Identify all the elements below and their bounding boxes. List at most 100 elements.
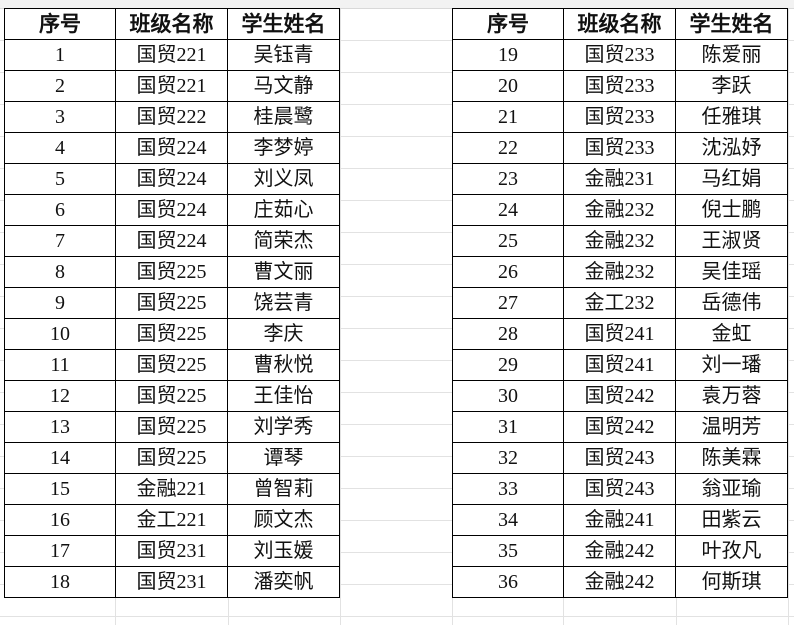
cell-index[interactable]: 23 [452,163,564,195]
cell-student[interactable]: 翁亚瑜 [675,473,788,505]
header-class[interactable]: 班级名称 [115,8,228,40]
cell-class[interactable]: 国贸242 [563,411,676,443]
cell-index[interactable]: 33 [452,473,564,505]
cell-class[interactable]: 金融241 [563,504,676,536]
cell-index[interactable]: 1 [4,39,116,71]
cell-class[interactable]: 国贸241 [563,318,676,350]
cell-index[interactable]: 12 [4,380,116,412]
cell-class[interactable]: 国贸225 [115,256,228,288]
cell-student[interactable]: 刘学秀 [227,411,340,443]
cell-student[interactable]: 田紫云 [675,504,788,536]
cell-index[interactable]: 5 [4,163,116,195]
cell-class[interactable]: 国贸225 [115,442,228,474]
cell-index[interactable]: 13 [4,411,116,443]
cell-student[interactable]: 潘奕帆 [227,566,340,598]
cell-class[interactable]: 国贸233 [563,101,676,133]
cell-class[interactable]: 金工221 [115,504,228,536]
cell-index[interactable]: 16 [4,504,116,536]
cell-class[interactable]: 国贸224 [115,132,228,164]
cell-index[interactable]: 27 [452,287,564,319]
cell-class[interactable]: 国贸242 [563,380,676,412]
cell-class[interactable]: 金融232 [563,256,676,288]
cell-index[interactable]: 2 [4,70,116,102]
cell-student[interactable]: 温明芳 [675,411,788,443]
cell-class[interactable]: 国贸225 [115,318,228,350]
cell-index[interactable]: 36 [452,566,564,598]
cell-index[interactable]: 25 [452,225,564,257]
cell-index[interactable]: 4 [4,132,116,164]
cell-student[interactable]: 庄茹心 [227,194,340,226]
cell-class[interactable]: 金工232 [563,287,676,319]
cell-class[interactable]: 国贸243 [563,473,676,505]
cell-index[interactable]: 20 [452,70,564,102]
cell-class[interactable]: 金融242 [563,566,676,598]
cell-student[interactable]: 曹文丽 [227,256,340,288]
cell-class[interactable]: 金融232 [563,225,676,257]
cell-student[interactable]: 曹秋悦 [227,349,340,381]
header-class[interactable]: 班级名称 [563,8,676,40]
cell-student[interactable]: 曾智莉 [227,473,340,505]
cell-student[interactable]: 李庆 [227,318,340,350]
cell-index[interactable]: 9 [4,287,116,319]
cell-class[interactable]: 国贸224 [115,194,228,226]
cell-index[interactable]: 6 [4,194,116,226]
cell-student[interactable]: 李梦婷 [227,132,340,164]
cell-index[interactable]: 31 [452,411,564,443]
header-index[interactable]: 序号 [452,8,564,40]
cell-class[interactable]: 国贸233 [563,70,676,102]
cell-student[interactable]: 陈美霖 [675,442,788,474]
cell-student[interactable]: 刘义凤 [227,163,340,195]
cell-class[interactable]: 国贸224 [115,225,228,257]
header-index[interactable]: 序号 [4,8,116,40]
cell-index[interactable]: 29 [452,349,564,381]
cell-student[interactable]: 袁万蓉 [675,380,788,412]
cell-index[interactable]: 32 [452,442,564,474]
header-student[interactable]: 学生姓名 [675,8,788,40]
cell-class[interactable]: 金融242 [563,535,676,567]
cell-student[interactable]: 饶芸青 [227,287,340,319]
cell-index[interactable]: 22 [452,132,564,164]
cell-index[interactable]: 15 [4,473,116,505]
cell-class[interactable]: 国贸222 [115,101,228,133]
cell-student[interactable]: 何斯琪 [675,566,788,598]
cell-class[interactable]: 金融232 [563,194,676,226]
cell-student[interactable]: 李跃 [675,70,788,102]
cell-student[interactable]: 倪士鹏 [675,194,788,226]
header-student[interactable]: 学生姓名 [227,8,340,40]
cell-index[interactable]: 28 [452,318,564,350]
cell-class[interactable]: 国贸225 [115,380,228,412]
cell-index[interactable]: 17 [4,535,116,567]
cell-class[interactable]: 国贸233 [563,132,676,164]
cell-index[interactable]: 18 [4,566,116,598]
cell-index[interactable]: 30 [452,380,564,412]
cell-index[interactable]: 7 [4,225,116,257]
cell-student[interactable]: 王佳怡 [227,380,340,412]
cell-student[interactable]: 金虹 [675,318,788,350]
cell-class[interactable]: 国贸231 [115,566,228,598]
cell-student[interactable]: 陈爱丽 [675,39,788,71]
cell-class[interactable]: 国贸224 [115,163,228,195]
cell-class[interactable]: 国贸241 [563,349,676,381]
cell-class[interactable]: 国贸225 [115,349,228,381]
cell-class[interactable]: 国贸225 [115,287,228,319]
cell-student[interactable]: 叶孜凡 [675,535,788,567]
cell-student[interactable]: 刘一璠 [675,349,788,381]
cell-student[interactable]: 任雅琪 [675,101,788,133]
cell-class[interactable]: 国贸243 [563,442,676,474]
cell-index[interactable]: 3 [4,101,116,133]
cell-class[interactable]: 国贸233 [563,39,676,71]
cell-student[interactable]: 刘玉媛 [227,535,340,567]
cell-student[interactable]: 马红娟 [675,163,788,195]
cell-index[interactable]: 11 [4,349,116,381]
cell-class[interactable]: 金融231 [563,163,676,195]
cell-index[interactable]: 10 [4,318,116,350]
cell-student[interactable]: 简荣杰 [227,225,340,257]
cell-student[interactable]: 沈泓妤 [675,132,788,164]
cell-index[interactable]: 34 [452,504,564,536]
cell-class[interactable]: 国贸221 [115,70,228,102]
cell-student[interactable]: 吴钰青 [227,39,340,71]
cell-index[interactable]: 8 [4,256,116,288]
cell-student[interactable]: 桂晨鹭 [227,101,340,133]
cell-index[interactable]: 14 [4,442,116,474]
cell-class[interactable]: 金融221 [115,473,228,505]
